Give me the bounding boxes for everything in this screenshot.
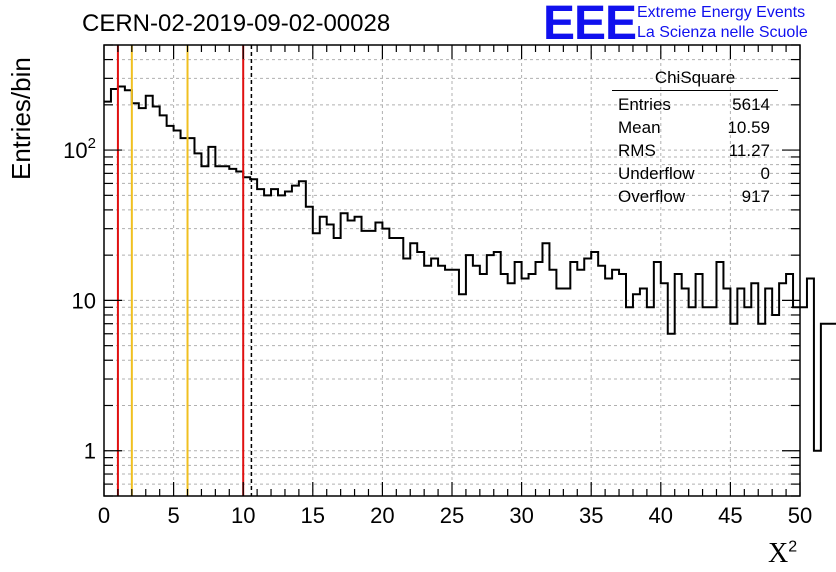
x-tick-label: 35: [579, 503, 603, 528]
x-axis-label-superscript: 2: [788, 538, 798, 556]
x-axis-label-symbol: X: [768, 538, 789, 569]
y-tick-label: 10: [72, 288, 96, 313]
y-tick-label: 1: [84, 439, 96, 464]
x-tick-label: 20: [370, 503, 394, 528]
x-tick-label: 15: [301, 503, 325, 528]
stats-row-mean: Mean 10.59: [612, 116, 778, 139]
logo-line-2: La Scienza nelle Scuole: [637, 24, 808, 41]
logo-line-1: Extreme Energy Events: [637, 4, 806, 21]
x-tick-label: 5: [167, 503, 179, 528]
stats-label: Entries: [618, 95, 671, 114]
x-tick-label: 0: [98, 503, 110, 528]
eee-logo: EEE: [543, 0, 637, 50]
x-tick-label: 50: [788, 503, 812, 528]
stats-value: 5614: [732, 95, 770, 114]
x-axis-label: X2: [768, 538, 797, 570]
x-tick-label: 10: [231, 503, 255, 528]
stats-label: Mean: [618, 118, 661, 137]
stats-label: Underflow: [618, 164, 695, 183]
x-tick-label: 40: [649, 503, 673, 528]
stats-row-rms: RMS 11.27: [612, 139, 778, 162]
stats-row-entries: Entries 5614: [612, 93, 778, 116]
stats-box: ChiSquare Entries 5614 Mean 10.59 RMS 11.27…: [612, 68, 778, 208]
y-axis-label: Entries/bin: [6, 57, 36, 180]
stats-title: ChiSquare: [612, 68, 778, 91]
chart-title: CERN-02-2019-09-02-00028: [82, 10, 391, 37]
y-tick-label: 102: [63, 135, 96, 163]
x-tick-label: 25: [440, 503, 464, 528]
x-tick-label: 45: [718, 503, 742, 528]
stats-value: 917: [741, 187, 770, 206]
stats-value: 11.27: [728, 141, 770, 160]
stats-label: RMS: [618, 141, 656, 160]
stats-value: 0: [760, 164, 770, 183]
stats-label: Overflow: [618, 187, 686, 206]
stats-value: 10.59: [727, 118, 770, 137]
stats-row-underflow: Underflow 0: [612, 162, 778, 185]
stats-row-overflow: Overflow 917: [612, 185, 778, 208]
x-tick-label: 30: [509, 503, 533, 528]
